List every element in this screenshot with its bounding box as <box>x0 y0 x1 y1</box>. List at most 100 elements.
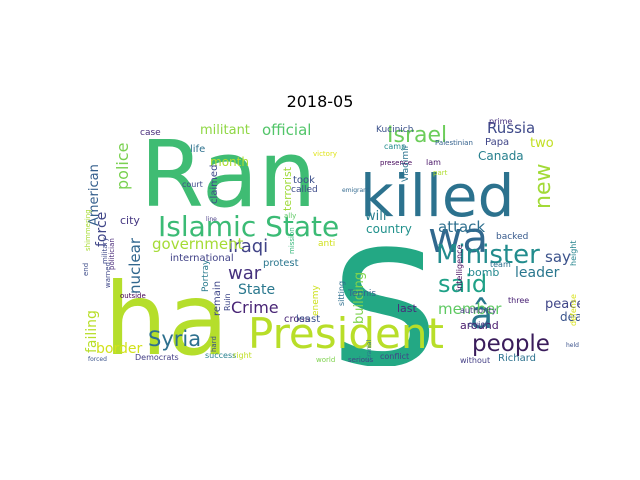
cloud-word: terrorist <box>281 166 294 211</box>
cloud-word: two <box>530 136 554 151</box>
cloud-word: claimed <box>209 165 220 204</box>
cloud-word: held <box>566 342 579 349</box>
cloud-word: said <box>438 270 487 298</box>
cloud-word: team <box>490 260 511 269</box>
cloud-word: world <box>316 356 335 364</box>
cloud-word: Israel <box>387 123 447 148</box>
cloud-word: lam <box>426 158 441 167</box>
cloud-word: Portray <box>201 259 211 292</box>
cloud-word: politician <box>108 238 116 270</box>
word-cloud: Ran ha s killed President wa Islamic State Mini… <box>80 116 580 366</box>
cloud-word: people <box>472 331 550 357</box>
cloud-word: prime <box>489 117 512 126</box>
cloud-word: s <box>330 169 439 366</box>
cloud-word: conflict <box>380 352 409 361</box>
cloud-word: Vladimir <box>401 144 411 182</box>
cloud-word: right <box>233 351 252 360</box>
cloud-word: remain <box>212 281 223 316</box>
cloud-word: international <box>170 253 234 264</box>
cloud-word: line <box>206 216 217 223</box>
cloud-word: city <box>120 214 140 227</box>
cloud-word: height <box>569 241 578 267</box>
cloud-word: backed <box>496 232 528 242</box>
cloud-word: ally <box>284 212 296 220</box>
cloud-word: presence <box>380 159 412 167</box>
cloud-word: authority <box>460 306 497 315</box>
cloud-word: least <box>296 314 320 325</box>
cloud-word: military <box>101 237 109 264</box>
cloud-word: called <box>291 185 318 195</box>
cloud-word: Canada <box>478 149 524 163</box>
cloud-word: Tennis <box>347 289 376 299</box>
cloud-word: Ran <box>140 121 317 228</box>
cloud-word: Syria <box>148 327 201 351</box>
cloud-word: emigrant <box>342 187 370 194</box>
figure-title: 2018-05 <box>286 92 354 111</box>
cloud-word: war <box>228 263 262 284</box>
cloud-word: border <box>96 341 142 357</box>
cloud-word: Papa <box>485 137 509 148</box>
cloud-word: shimmering <box>84 209 92 251</box>
cloud-word: anti <box>318 239 335 249</box>
cloud-word: mission <box>288 227 296 254</box>
cloud-word: case <box>140 128 161 138</box>
cloud-word: serious <box>348 356 373 364</box>
cloud-word: say <box>545 248 571 266</box>
cloud-word: official <box>262 121 311 139</box>
cloud-word: will <box>365 209 386 224</box>
cloud-word: court <box>182 180 203 189</box>
cloud-word: life <box>190 144 205 155</box>
cloud-word: wa <box>428 213 488 262</box>
cloud-word: member <box>438 300 502 318</box>
cloud-word: police <box>113 143 132 190</box>
cloud-word: Russia <box>487 119 535 137</box>
cloud-word: new <box>531 164 556 209</box>
cloud-word: protest <box>263 258 299 269</box>
cloud-word: three <box>508 296 529 305</box>
cloud-word: Democrats <box>135 353 179 362</box>
cloud-word: forced <box>88 356 107 363</box>
cloud-word: bomb <box>468 266 499 279</box>
cloud-word: camp <box>384 142 406 151</box>
cloud-word: building <box>352 272 367 324</box>
cloud-word: intelligence <box>455 245 464 291</box>
cloud-word: peace <box>545 297 580 312</box>
cloud-word: militant <box>200 123 250 138</box>
cloud-word: country <box>366 222 412 236</box>
cloud-word: government <box>152 235 244 253</box>
cloud-word: Iraqi <box>228 236 268 257</box>
cloud-word: around <box>460 319 499 332</box>
cloud-word: nuclear <box>126 237 144 294</box>
cloud-word: success <box>205 351 236 360</box>
cloud-word: warned <box>104 262 112 288</box>
cloud-word: Islamic State <box>158 210 339 243</box>
cloud-word: leader <box>515 265 560 281</box>
cloud-word: Palestinian <box>435 139 473 147</box>
cloud-word: enemy <box>311 284 321 316</box>
cloud-word: Kucinich <box>376 125 413 135</box>
cloud-word: outside <box>120 292 146 300</box>
cloud-word: American <box>87 164 102 226</box>
cloud-word: cross <box>284 314 310 325</box>
cloud-word: force <box>94 212 110 247</box>
cloud-word: President <box>248 309 444 358</box>
cloud-word: Cranial <box>366 340 373 361</box>
cloud-word: part <box>433 169 448 177</box>
cloud-word: Richard <box>498 353 536 364</box>
cloud-word: â <box>470 293 493 337</box>
cloud-word: hard <box>210 336 218 352</box>
cloud-word: ha <box>104 261 229 366</box>
cloud-word: sitting <box>337 281 346 306</box>
cloud-word: attack <box>438 218 485 236</box>
cloud-word: quiet <box>468 320 488 329</box>
cloud-word: month <box>210 155 249 169</box>
cloud-word: without <box>460 356 490 365</box>
cloud-word: State <box>238 282 275 298</box>
cloud-word: deal <box>560 310 580 324</box>
cloud-word: last <box>397 302 418 315</box>
cloud-word: Minister <box>436 240 540 270</box>
cloud-word: defense <box>569 294 578 326</box>
cloud-word: victory <box>313 150 337 158</box>
cloud-word: failing <box>84 310 100 353</box>
